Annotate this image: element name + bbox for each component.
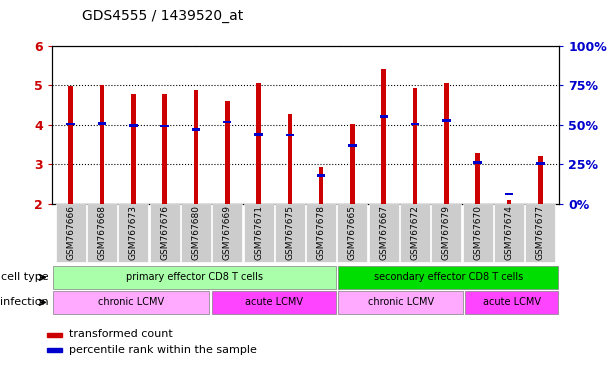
Bar — [53, 266, 336, 289]
Bar — [338, 266, 558, 289]
Bar — [536, 162, 544, 165]
Bar — [47, 348, 62, 352]
Bar — [181, 204, 211, 262]
Bar — [56, 204, 86, 262]
Text: acute LCMV: acute LCMV — [483, 297, 541, 308]
Bar — [412, 88, 417, 204]
Bar — [525, 204, 555, 262]
Bar — [442, 119, 450, 122]
Bar — [150, 204, 180, 262]
Bar — [47, 333, 62, 337]
Text: GSM767678: GSM767678 — [316, 205, 326, 260]
Bar — [256, 83, 261, 204]
Bar — [494, 204, 524, 262]
Bar — [338, 291, 463, 314]
Bar — [350, 124, 355, 204]
Text: percentile rank within the sample: percentile rank within the sample — [69, 345, 257, 355]
Text: GSM767672: GSM767672 — [411, 205, 420, 260]
Bar — [475, 153, 480, 204]
Bar — [129, 124, 137, 127]
Bar — [538, 156, 543, 204]
Text: acute LCMV: acute LCMV — [245, 297, 303, 308]
Bar — [288, 114, 292, 204]
Text: GSM767667: GSM767667 — [379, 205, 388, 260]
Bar — [431, 204, 461, 262]
Text: secondary effector CD8 T cells: secondary effector CD8 T cells — [373, 272, 523, 283]
Text: GSM767666: GSM767666 — [66, 205, 75, 260]
Bar — [444, 83, 448, 204]
Bar — [100, 86, 104, 204]
Text: GSM767669: GSM767669 — [223, 205, 232, 260]
Bar — [53, 291, 209, 314]
Bar — [212, 204, 243, 262]
Bar — [463, 204, 492, 262]
Text: GSM767670: GSM767670 — [473, 205, 482, 260]
Text: GSM767674: GSM767674 — [505, 205, 513, 260]
Bar — [87, 204, 117, 262]
Text: GSM767668: GSM767668 — [98, 205, 106, 260]
Text: GSM767676: GSM767676 — [160, 205, 169, 260]
Bar — [192, 128, 200, 131]
Bar — [254, 133, 263, 136]
Bar — [317, 174, 326, 177]
Text: GSM767677: GSM767677 — [536, 205, 545, 260]
Text: infection: infection — [0, 297, 49, 308]
Bar — [348, 144, 357, 147]
Bar — [244, 204, 274, 262]
Bar — [275, 204, 305, 262]
Bar — [337, 204, 367, 262]
Bar — [98, 122, 106, 125]
Text: transformed count: transformed count — [69, 329, 173, 339]
Bar — [131, 94, 136, 204]
Text: chronic LCMV: chronic LCMV — [98, 297, 164, 308]
Text: GSM767679: GSM767679 — [442, 205, 451, 260]
Text: GSM767673: GSM767673 — [129, 205, 138, 260]
Bar — [474, 161, 482, 164]
Bar — [68, 86, 73, 204]
Bar — [319, 167, 323, 204]
Bar — [368, 204, 399, 262]
Bar — [400, 204, 430, 262]
Text: primary effector CD8 T cells: primary effector CD8 T cells — [126, 272, 263, 283]
Text: chronic LCMV: chronic LCMV — [368, 297, 434, 308]
Text: GSM767675: GSM767675 — [285, 205, 295, 260]
Text: GDS4555 / 1439520_at: GDS4555 / 1439520_at — [82, 9, 244, 23]
Bar — [411, 122, 419, 126]
Text: GSM767665: GSM767665 — [348, 205, 357, 260]
Bar — [507, 200, 511, 204]
Bar — [161, 124, 169, 127]
Text: GSM767671: GSM767671 — [254, 205, 263, 260]
Bar — [285, 134, 294, 136]
Bar — [163, 94, 167, 204]
Bar — [119, 204, 148, 262]
Bar — [306, 204, 336, 262]
Bar — [505, 193, 513, 195]
Bar — [225, 101, 230, 204]
Bar — [211, 291, 336, 314]
Text: cell type: cell type — [1, 272, 49, 283]
Bar — [465, 291, 558, 314]
Text: GSM767680: GSM767680 — [191, 205, 200, 260]
Bar — [223, 121, 232, 123]
Bar — [194, 90, 199, 204]
Bar — [381, 69, 386, 204]
Bar — [67, 122, 75, 126]
Bar — [379, 115, 388, 118]
